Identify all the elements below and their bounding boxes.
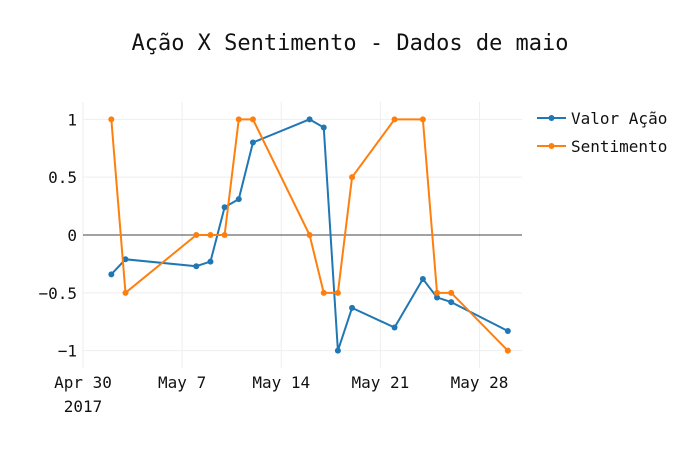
series-0 — [108, 116, 511, 354]
data-point — [320, 289, 327, 296]
x-tick-label: May 14 — [252, 373, 310, 392]
data-point — [306, 232, 313, 238]
data-point — [193, 263, 200, 270]
data-point — [334, 347, 341, 354]
data-point — [434, 294, 441, 301]
series-layer — [108, 116, 511, 354]
y-tick-label: 1 — [67, 110, 77, 129]
legend-label: Valor Ação — [571, 109, 667, 128]
data-point — [334, 289, 341, 296]
data-point — [391, 116, 398, 123]
data-point — [306, 116, 313, 123]
x-tick-label: May 7 — [158, 373, 206, 392]
data-point — [448, 289, 455, 296]
data-point — [504, 327, 511, 334]
data-point — [249, 116, 256, 123]
legend-swatch-marker — [548, 143, 555, 149]
series-line — [110, 118, 509, 352]
data-point — [221, 204, 228, 211]
x-tick-label: May 21 — [351, 373, 409, 392]
legend-label: Sentimento — [571, 137, 667, 156]
legend-item[interactable]: Sentimento — [537, 137, 667, 156]
data-point — [207, 258, 214, 265]
data-point — [320, 124, 327, 131]
data-point — [349, 304, 356, 311]
series-line — [110, 118, 509, 352]
data-point — [108, 271, 115, 278]
chart-title: Ação X Sentimento - Dados de maio — [131, 31, 568, 56]
data-point — [235, 196, 242, 203]
legend-swatch-marker — [548, 115, 555, 121]
x-tick-sublabel: 2017 — [64, 397, 103, 416]
data-point — [434, 289, 441, 296]
axis-labels: Apr 30 2017 May 7 May 14 May 21 May 28 1 0.5 0 −0… — [38, 110, 508, 416]
data-point — [448, 299, 455, 306]
y-tick-label: 0 — [67, 226, 77, 245]
series-1 — [108, 116, 511, 354]
legend-item[interactable]: Valor Ação — [537, 109, 667, 128]
data-point — [504, 347, 511, 354]
y-tick-label: −1 — [58, 342, 77, 361]
data-point — [419, 116, 426, 123]
data-point — [391, 324, 398, 331]
x-tick-label: May 28 — [451, 373, 509, 392]
data-point — [193, 232, 200, 238]
data-point — [349, 174, 356, 181]
legend[interactable]: Valor Ação Sentimento — [537, 109, 667, 156]
data-point — [108, 116, 115, 123]
x-tick-label: Apr 30 — [54, 373, 112, 392]
y-tick-label: −0.5 — [38, 284, 77, 303]
data-point — [221, 232, 228, 238]
data-point — [122, 289, 129, 296]
data-point — [122, 256, 129, 263]
y-tick-label: 0.5 — [48, 168, 77, 187]
data-point — [207, 232, 214, 238]
data-point — [249, 139, 256, 146]
data-point — [235, 116, 242, 123]
data-point — [419, 275, 426, 282]
